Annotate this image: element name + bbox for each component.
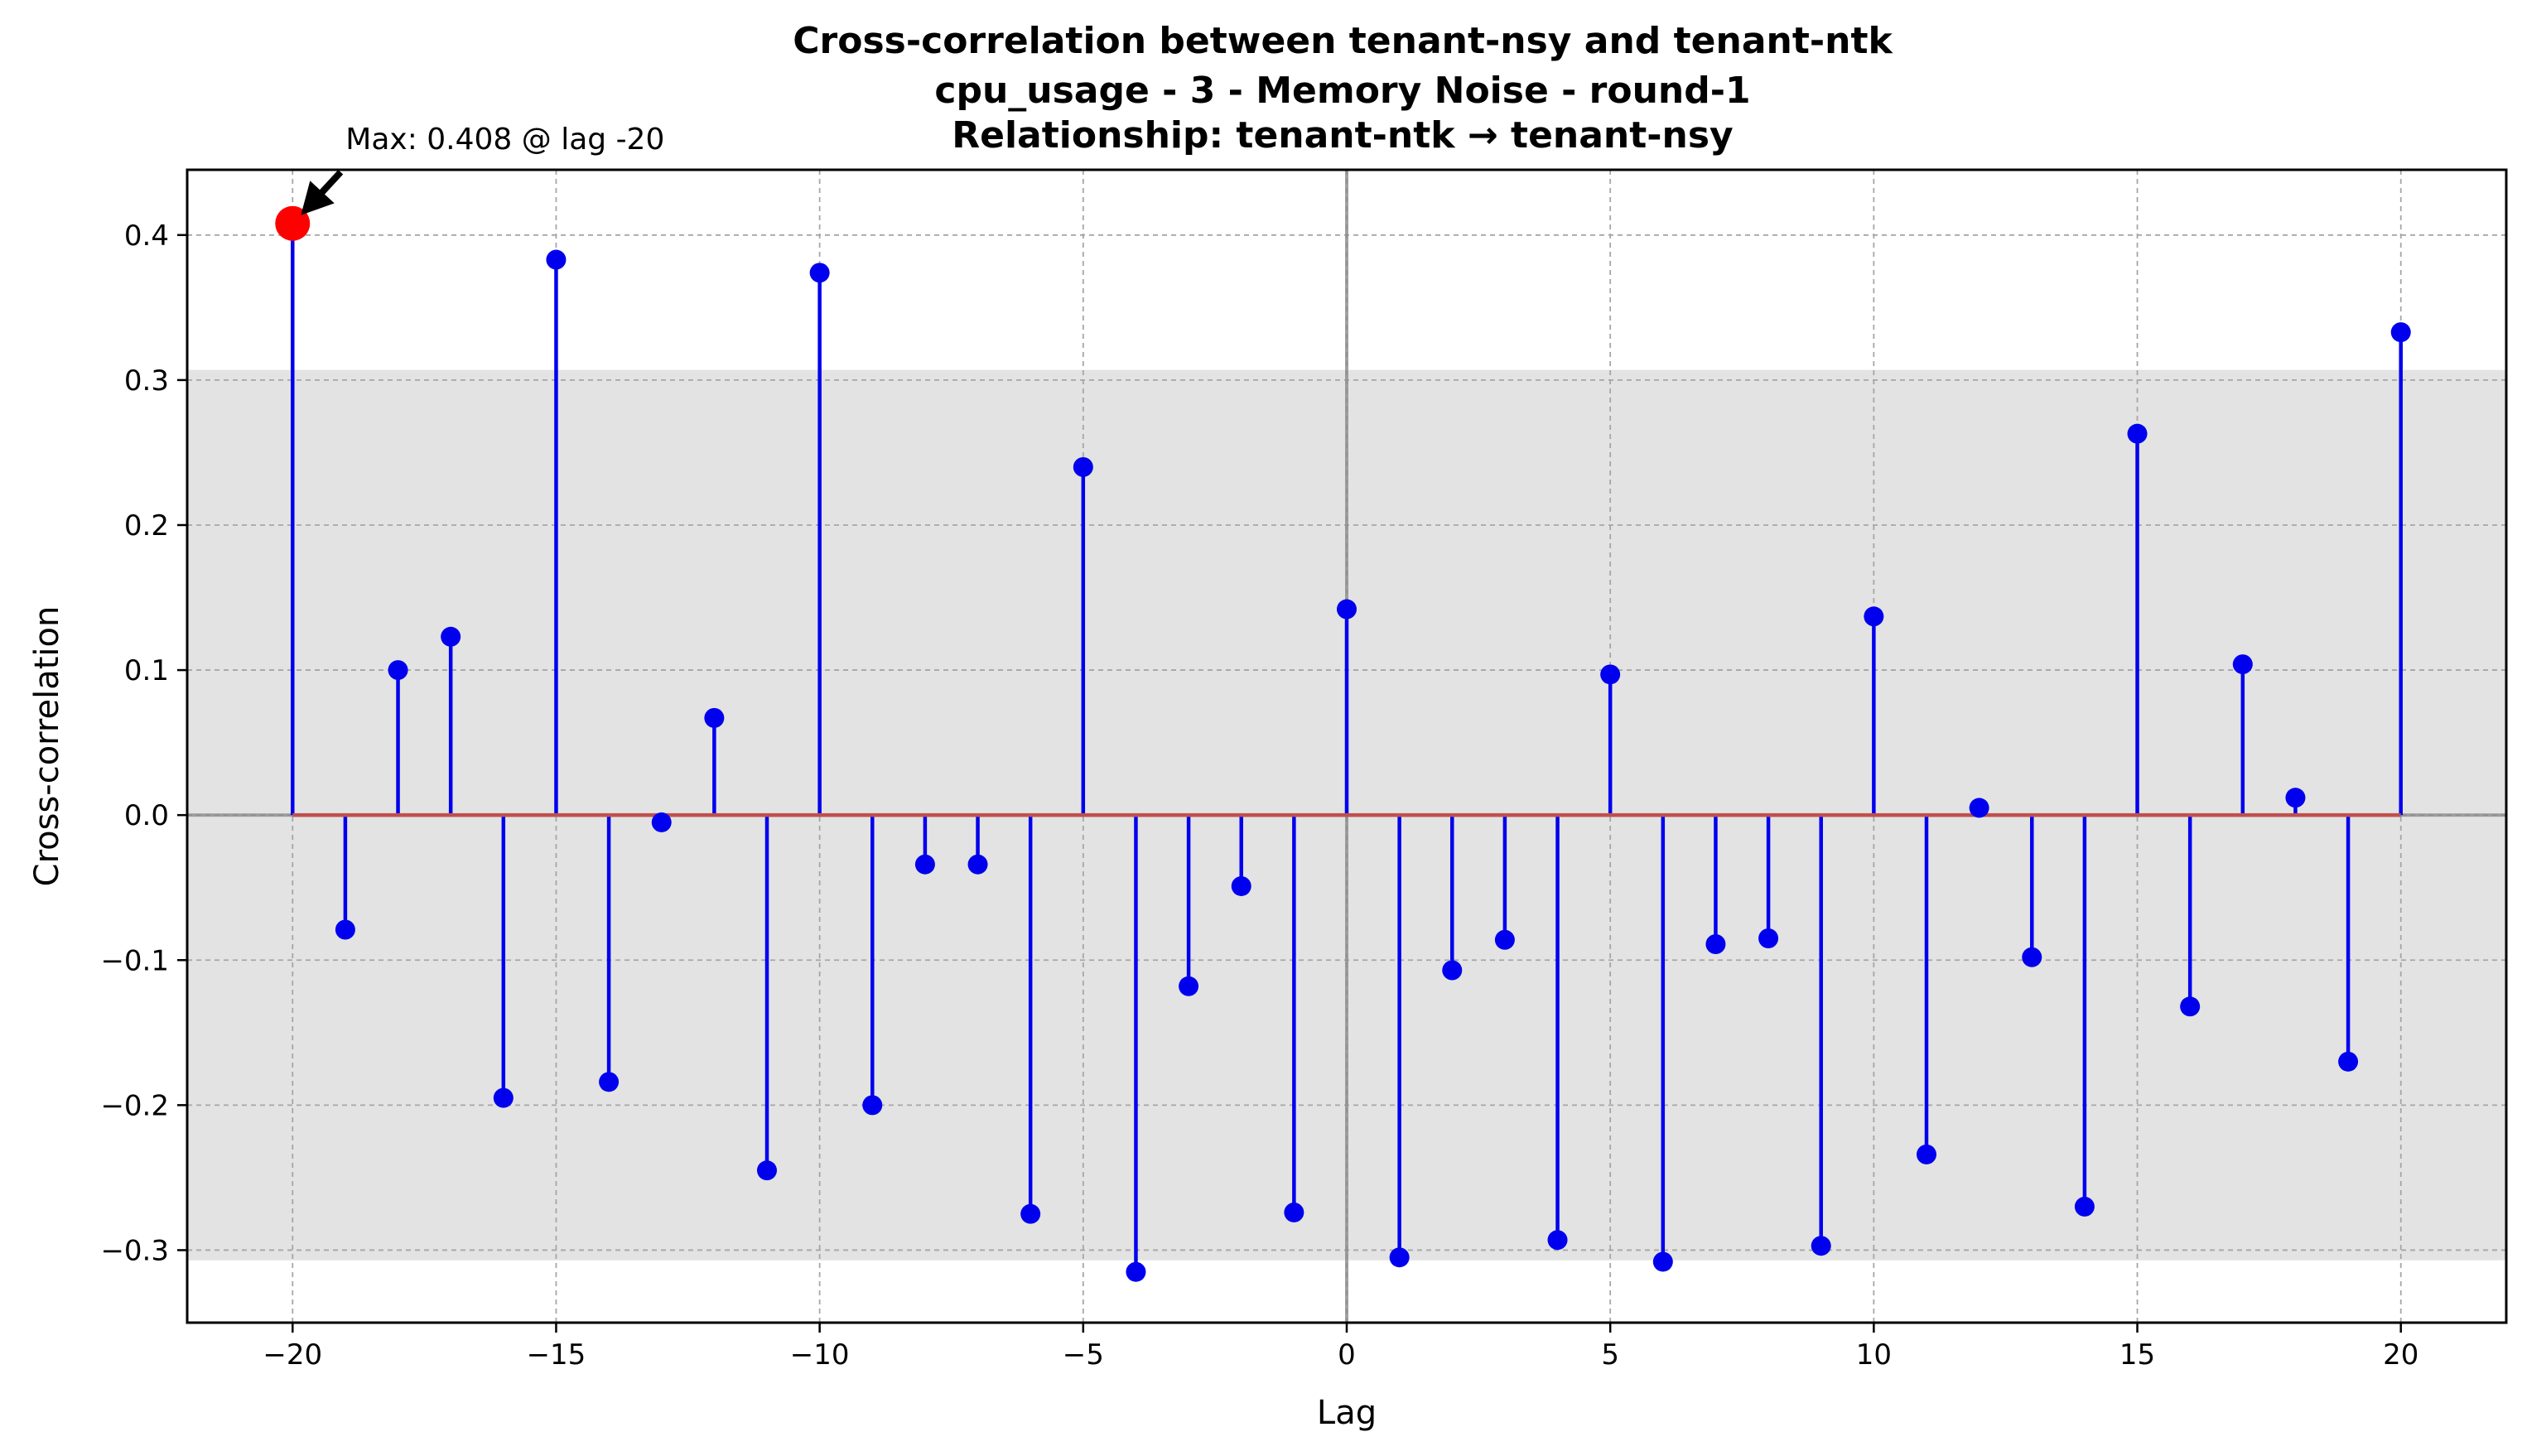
y-tick-label: 0.4 (124, 219, 169, 253)
data-point (335, 919, 355, 940)
data-point (704, 707, 725, 728)
x-tick-label: 15 (2119, 1338, 2155, 1372)
x-tick-label: −15 (527, 1338, 586, 1372)
data-point (1547, 1230, 1568, 1251)
data-point (1020, 1203, 1041, 1224)
data-point (2022, 947, 2042, 967)
x-tick-label: −5 (1063, 1338, 1104, 1372)
chart-title: Cross-correlation between tenant-nsy and… (793, 20, 1893, 157)
data-point (2180, 996, 2201, 1017)
data-point (388, 660, 408, 681)
data-point (1389, 1247, 1410, 1268)
data-point (1652, 1251, 1673, 1272)
data-point (809, 263, 830, 283)
data-point (757, 1160, 777, 1181)
data-point (914, 854, 935, 875)
data-point (2074, 1196, 2095, 1217)
data-point (1811, 1236, 1831, 1256)
x-tick-label: 0 (1338, 1338, 1356, 1372)
annotation-text: Max: 0.408 @ lag -20 (345, 123, 664, 157)
y-tick-label: −0.3 (100, 1234, 169, 1267)
data-point (493, 1087, 514, 1108)
annotation-arrow (301, 170, 344, 215)
data-point (441, 626, 461, 647)
data-point (1864, 606, 1884, 627)
data-point (1126, 1261, 1146, 1282)
x-tick-label: 10 (1856, 1338, 1892, 1372)
y-tick-label: 0.0 (124, 799, 169, 832)
stem-markers (275, 205, 2411, 1282)
data-point (1231, 875, 1251, 896)
data-point (1494, 929, 1515, 950)
title-line-2: cpu_usage - 3 - Memory Noise - round-1 (934, 70, 1750, 112)
x-tick-label: 5 (1601, 1338, 1619, 1372)
y-tick-label: −0.1 (100, 944, 169, 977)
data-point (862, 1095, 883, 1116)
data-point (967, 854, 988, 875)
data-point (1337, 599, 1357, 620)
title-line-1: Cross-correlation between tenant-nsy and… (793, 20, 1893, 62)
stem-lines (291, 223, 2403, 1272)
data-point (546, 249, 567, 270)
title-line-3: Relationship: tenant-ntk → tenant-nsy (952, 114, 1734, 157)
data-point (2232, 654, 2253, 675)
data-point (1758, 928, 1779, 948)
data-point (1917, 1144, 1936, 1164)
y-tick-label: 0.2 (124, 509, 169, 542)
data-point (1705, 934, 1726, 955)
data-point (1969, 798, 1989, 818)
data-point (2285, 788, 2306, 808)
x-tick-label: −10 (790, 1338, 850, 1372)
y-tick-label: −0.2 (100, 1089, 169, 1122)
data-point (1073, 456, 1093, 477)
data-point (599, 1072, 620, 1092)
data-point (2338, 1051, 2359, 1072)
y-tick-label: 0.3 (124, 364, 169, 398)
y-tick-label: 0.1 (124, 654, 169, 687)
data-point (1179, 976, 1199, 996)
data-point (2127, 423, 2148, 444)
data-point (1284, 1202, 1304, 1222)
max-annotation: Max: 0.408 @ lag -20 (301, 123, 664, 215)
y-axis-label: Cross-correlation (28, 606, 66, 887)
x-tick-label: −20 (263, 1338, 322, 1372)
data-point (1442, 960, 1463, 981)
x-tick-label: 20 (2383, 1338, 2418, 1372)
axis-ticks: −20 −15 −10 −5 0 5 10 15 20 −0.3 −0.2 −0.1 0.0 0.1 0.2… (100, 219, 2418, 1372)
data-point (1600, 664, 1621, 685)
data-point (2390, 322, 2411, 343)
x-axis-label: Lag (1317, 1394, 1377, 1432)
data-point (651, 812, 672, 832)
